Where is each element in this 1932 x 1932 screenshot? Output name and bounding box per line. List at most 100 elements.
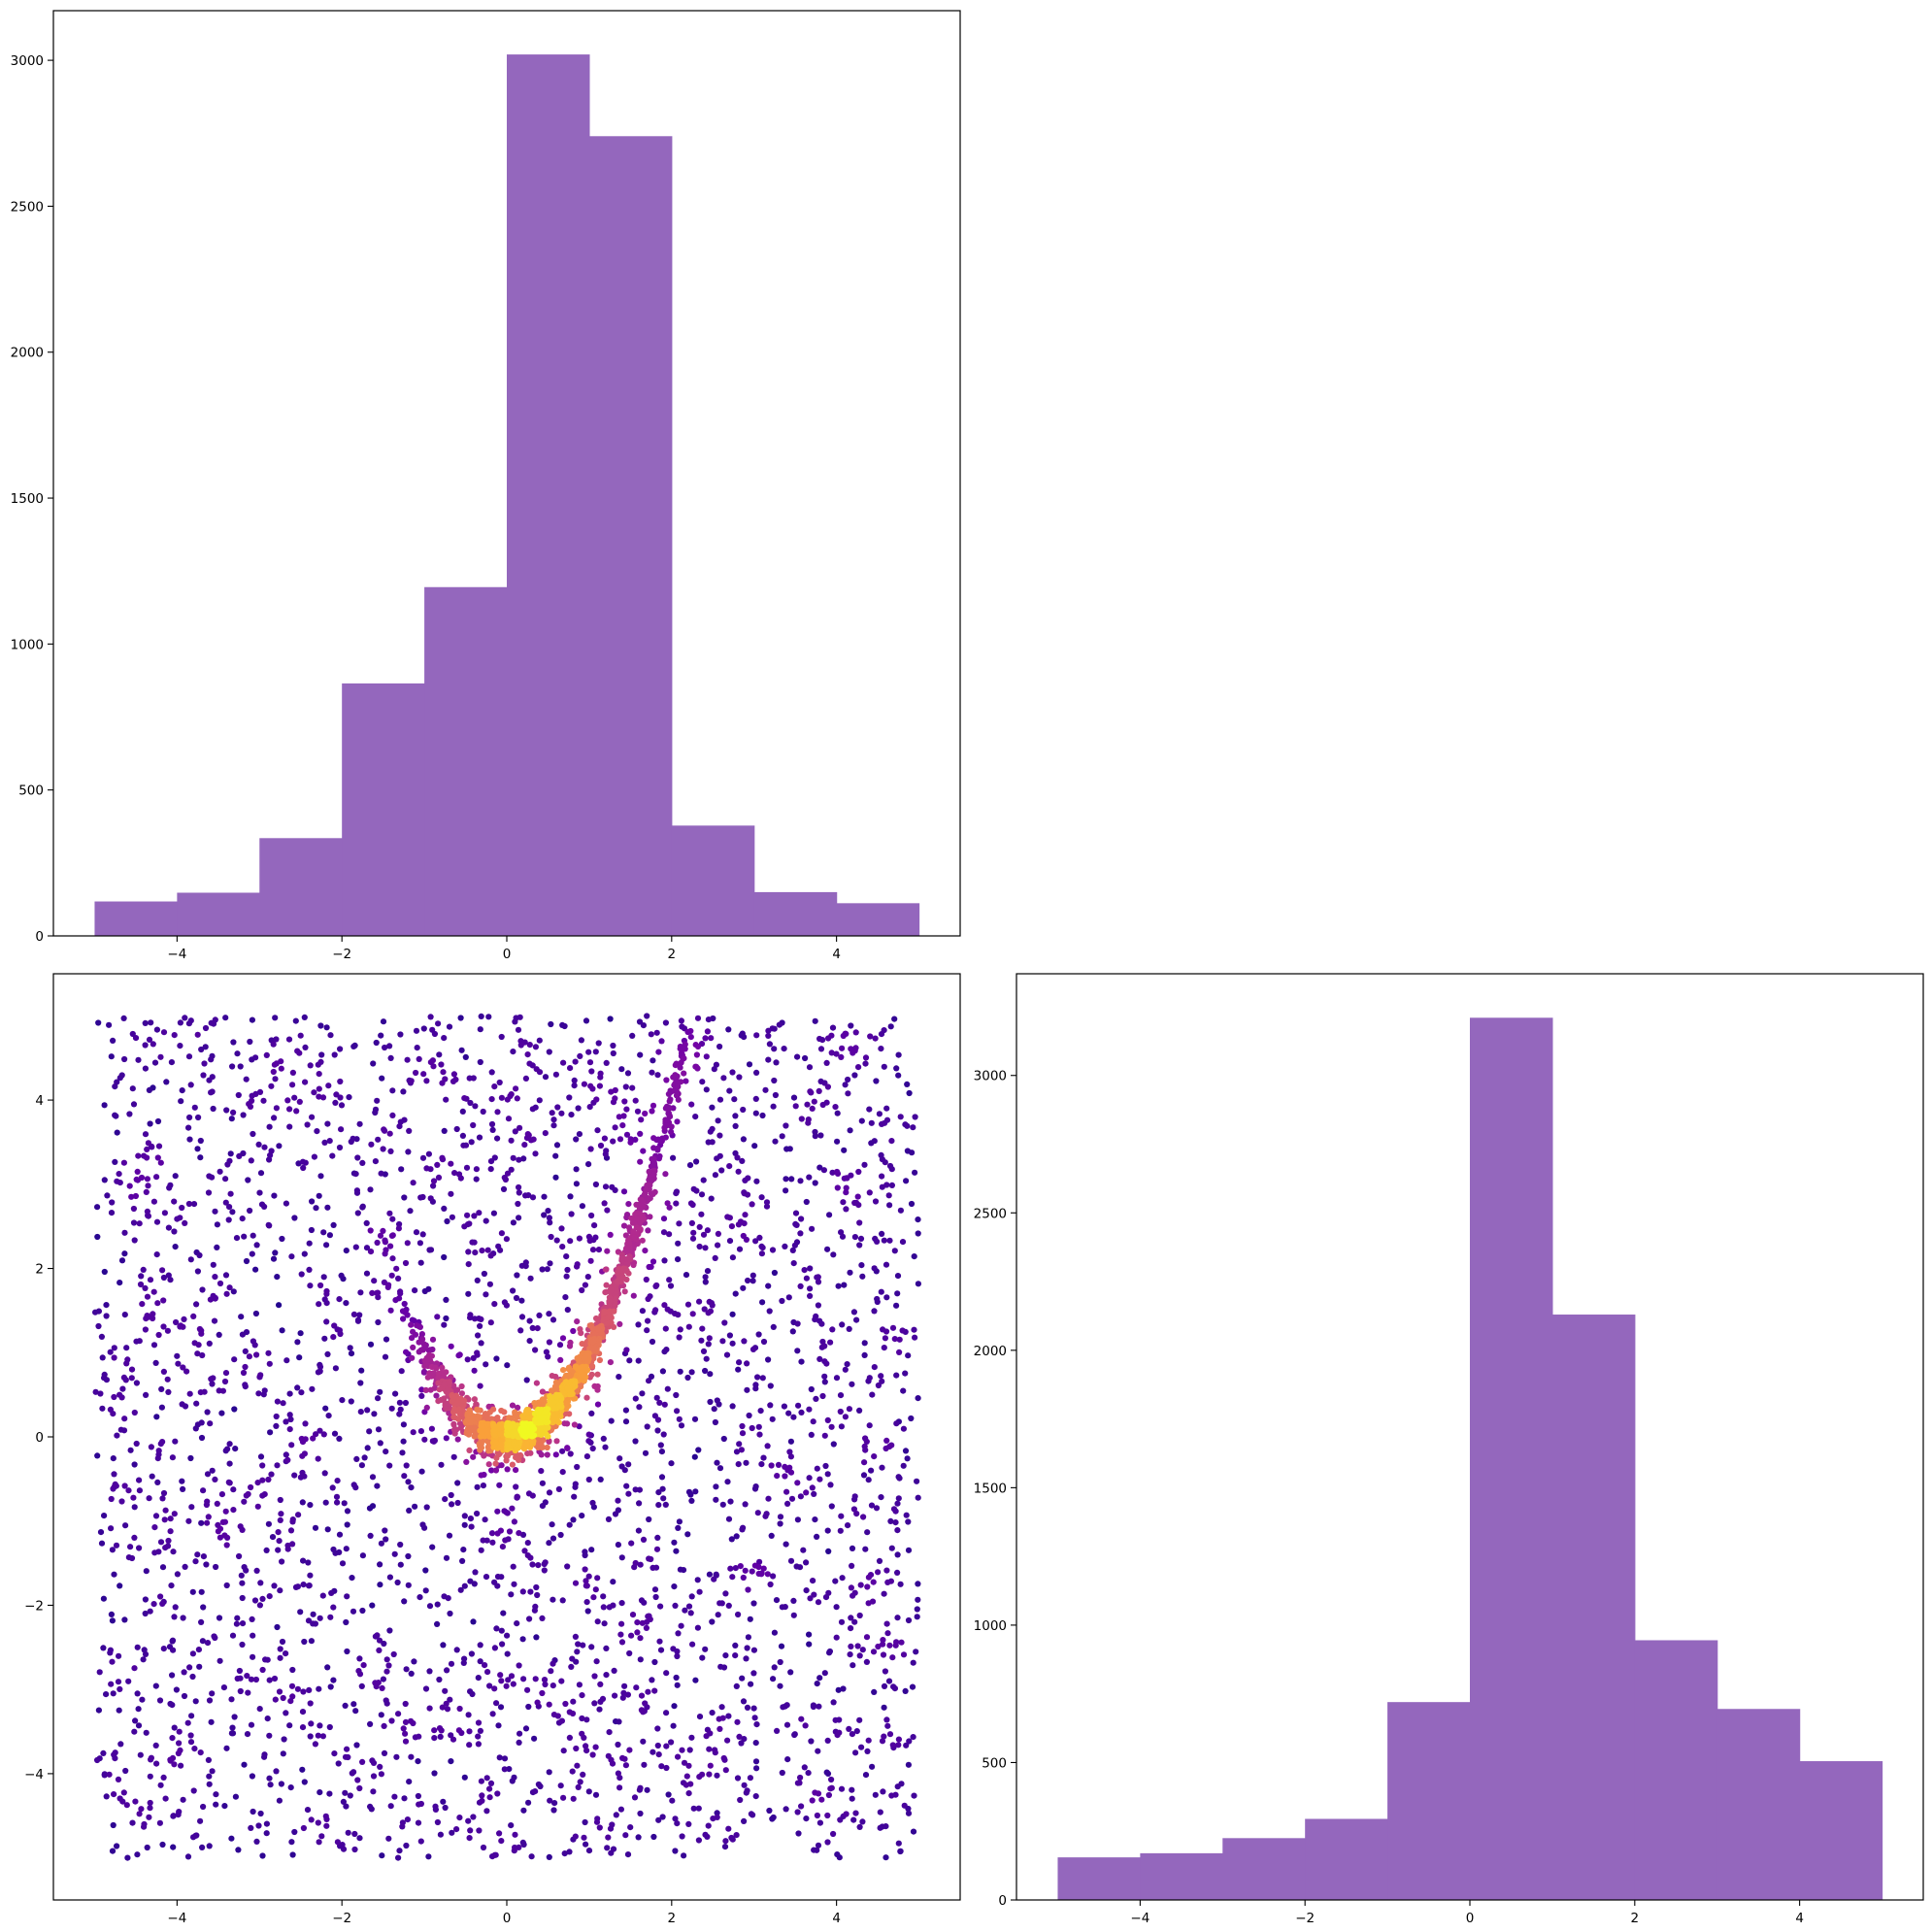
scatter-point (386, 1627, 393, 1634)
scatter-point (318, 1051, 325, 1058)
scatter-point (817, 1046, 825, 1052)
scatter-point (299, 1724, 307, 1731)
scatter-point (819, 1101, 826, 1109)
scatter-point (683, 1773, 690, 1780)
scatter-point (548, 1233, 554, 1241)
scatter-point (210, 1105, 217, 1113)
scatter-point (808, 1431, 815, 1438)
scatter-point (623, 1131, 631, 1138)
scatter-point (118, 1394, 125, 1401)
scatter-point (325, 1083, 332, 1089)
scatter-point (797, 1493, 805, 1500)
scatter-point (738, 1447, 746, 1453)
scatter-point (603, 1266, 610, 1273)
scatter-point (673, 1190, 680, 1197)
scatter-point (840, 1685, 847, 1692)
scatter-point (189, 1588, 196, 1595)
scatter-point (483, 1291, 489, 1298)
scatter-point (263, 1820, 270, 1827)
scatter-point (337, 1078, 344, 1085)
scatter-point (493, 1700, 500, 1707)
scatter-point (815, 1302, 822, 1309)
scatter-point (705, 1016, 713, 1023)
scatter-point (162, 1507, 169, 1514)
scatter-point (188, 1713, 195, 1719)
scatter-point (585, 1049, 592, 1055)
scatter-point (576, 1682, 583, 1688)
scatter-point (294, 1384, 301, 1391)
scatter-point (263, 1830, 270, 1837)
scatter-point (214, 1500, 220, 1507)
scatter-point (110, 1037, 117, 1044)
scatter-point (577, 1052, 583, 1059)
scatter-point (287, 1416, 294, 1423)
scatter-point (726, 1238, 734, 1245)
scatter-point (701, 1306, 708, 1313)
scatter-point (644, 1182, 650, 1188)
scatter-point (197, 1817, 204, 1824)
scatter-point (584, 1608, 591, 1615)
scatter-point (883, 1854, 889, 1861)
scatter-point (171, 1761, 178, 1768)
scatter-point (514, 1620, 520, 1627)
scatter-point (358, 1367, 365, 1374)
scatter-point (394, 1579, 401, 1586)
scatter-point (448, 1660, 455, 1667)
scatter-point (249, 1616, 255, 1622)
scatter-point (307, 1282, 314, 1289)
scatter-point (458, 1390, 465, 1397)
scatter-point (555, 1485, 563, 1492)
scatter-point (583, 1017, 590, 1024)
scatter-point (707, 1371, 714, 1378)
scatter-point (469, 1416, 476, 1422)
scatter-point (642, 1700, 649, 1707)
scatter-point (412, 1503, 418, 1510)
scatter-point (694, 1043, 702, 1050)
scatter-point (343, 1803, 350, 1810)
scatter-point (252, 1090, 259, 1097)
scatter-point (204, 1640, 212, 1647)
scatter-point (117, 1741, 124, 1748)
scatter-point (286, 1722, 293, 1729)
scatter-point (880, 1637, 886, 1644)
scatter-point (634, 1108, 642, 1115)
scatter-point (835, 1282, 842, 1289)
scatter-point (163, 1079, 170, 1085)
scatter-point (98, 1540, 106, 1547)
scatter-point (668, 1739, 675, 1746)
scatter-point (144, 1176, 150, 1183)
scatter-point (256, 1189, 263, 1196)
scatter-point (487, 1252, 494, 1259)
scatter-point (550, 1122, 557, 1129)
scatter-point (204, 1471, 212, 1478)
scatter-point (169, 1735, 176, 1742)
scatter-point (784, 1500, 791, 1507)
scatter-point (637, 1561, 644, 1568)
scatter-point (288, 1839, 295, 1846)
scatter-point (190, 1313, 197, 1319)
scatter-point (259, 1477, 266, 1483)
scatter-point (581, 1377, 587, 1383)
scatter-point (280, 1400, 286, 1407)
scatter-point (905, 1518, 912, 1525)
scatter-point (794, 1053, 801, 1060)
scatter-point (888, 1545, 895, 1551)
scatter-point (659, 1814, 666, 1820)
scatter-point (640, 1148, 647, 1154)
scatter-point (162, 1795, 169, 1802)
scatter-point (354, 1777, 361, 1783)
scatter-point (510, 1049, 516, 1055)
scatter-point (142, 1596, 149, 1603)
scatter-point (210, 1261, 217, 1268)
scatter-point (558, 1678, 565, 1684)
scatter-point (828, 1776, 835, 1783)
scatter-point (135, 1152, 142, 1159)
scatter-point (331, 1430, 339, 1437)
scatter-point (915, 1581, 921, 1587)
scatter-point (524, 1131, 531, 1138)
scatter-point (647, 1214, 653, 1220)
scatter-point (881, 1733, 887, 1740)
scatter-point (753, 1032, 760, 1039)
scatter-point (651, 1586, 659, 1593)
scatter-point (156, 1697, 164, 1704)
